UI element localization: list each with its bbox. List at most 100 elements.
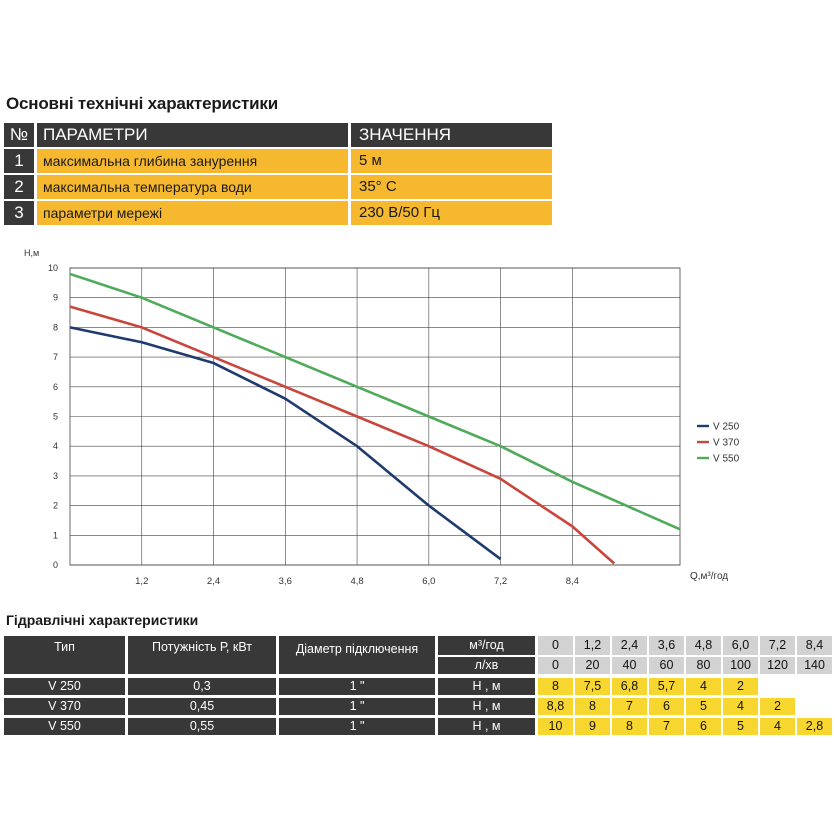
hyd-row-value: 8 [575,698,610,715]
hyd-row-value: 4 [723,698,758,715]
x-tick-label: 3,6 [279,576,292,587]
flow-m3-cell: 7,2 [760,636,795,655]
hydraulic-title: Гідравлічні характеристики [6,612,199,628]
spec-row-param: максимальна температура води [37,175,348,199]
hyd-row-value: 2,8 [797,718,832,735]
spec-header-param: ПАРАМЕТРИ [37,123,348,147]
hyd-row-type: V 550 [4,718,125,735]
spec-row-no: 2 [4,175,34,199]
hyd-row-value: 5 [686,698,721,715]
flow-lmin-cell: 80 [686,657,721,674]
y-tick-label: 1 [53,530,58,540]
hyd-header-diameter: Діаметр підключення [279,636,435,674]
hyd-row-value: 2 [760,698,795,715]
y-tick-label: 9 [53,293,58,303]
chart-series [69,272,681,565]
spec-header-value: ЗНАЧЕННЯ [351,123,552,147]
flow-lmin-cell: 0 [538,657,573,674]
spec-header-no: № [4,123,34,147]
y-tick-label: 5 [53,412,58,422]
hyd-row-value: 6 [649,698,684,715]
hyd-row-value [797,678,832,695]
y-axis-label: H,м [24,248,39,258]
y-tick-label: 3 [53,471,58,481]
hyd-row-value: 7 [649,718,684,735]
y-tick-label: 4 [53,441,58,451]
flow-m3-cell: 0 [538,636,573,655]
y-tick-label: 7 [53,352,58,362]
spec-row-value: 35° C [351,175,552,199]
y-tick-label: 10 [48,263,58,273]
hyd-row-value: 6 [686,718,721,735]
flow-lmin-cell: 120 [760,657,795,674]
flow-m3-cell: 3,6 [649,636,684,655]
hyd-row-value [760,678,795,695]
spec-row-value: 230 В/50 Гц [351,201,552,225]
hyd-row-value: 4 [760,718,795,735]
spec-header-row: № ПАРАМЕТРИ ЗНАЧЕННЯ [4,123,552,147]
spec-row-no: 1 [4,149,34,173]
hyd-row-value: 7 [612,698,647,715]
flow-lmin-cell: 60 [649,657,684,674]
x-tick-label: 2,4 [207,576,220,587]
hyd-row-value: 8 [612,718,647,735]
hyd-row-diameter: 1 " [279,718,435,735]
x-tick-label: 4,8 [350,576,363,587]
hyd-row-value: 5,7 [649,678,684,695]
series-line-v250 [69,326,502,561]
flow-m3-cell: 2,4 [612,636,647,655]
x-tick-label: 6,0 [422,576,435,587]
hyd-row-value: 4 [686,678,721,695]
legend-label: V 250 [713,422,740,433]
hyd-row-diameter: 1 " [279,678,435,695]
spec-row: 1 максимальна глибина занурення 5 м [4,149,552,173]
hyd-row-unit: Н , м [438,718,535,735]
series-line-v370 [69,305,616,565]
y-tick-label: 0 [53,560,58,570]
hyd-flow-m3-label: м³/год [438,636,535,655]
chart-grid [69,267,681,566]
hyd-row-type: V 370 [4,698,125,715]
hyd-row-power: 0,55 [128,718,276,735]
hyd-row-value: 7,5 [575,678,610,695]
hyd-row-power: 0,3 [128,678,276,695]
flow-m3-cell: 4,8 [686,636,721,655]
y-tick-label: 2 [53,501,58,511]
x-tick-label: 8,4 [566,576,579,587]
spec-row-no: 3 [4,201,34,225]
spec-row: 3 параметри мережі 230 В/50 Гц [4,201,552,225]
hyd-row-power: 0,45 [128,698,276,715]
hyd-flow-lmin-label: л/хв [438,657,535,674]
hyd-row-value: 9 [575,718,610,735]
flow-m3-cell: 1,2 [575,636,610,655]
series-line-v550 [69,272,681,531]
hyd-row-value: 8,8 [538,698,573,715]
flow-m3-cell: 6,0 [723,636,758,655]
x-axis-label: Q,м³/год [690,571,728,582]
hyd-row-unit: Н , м [438,698,535,715]
pump-curve-chart: 0 1 2 3 4 5 6 7 8 9 10 1,2 2,4 3,6 4,8 6,0 7,2 8,4 V 250… [24,248,740,587]
flow-lmin-cell: 20 [575,657,610,674]
hyd-row-value: 5 [723,718,758,735]
y-tick-label: 6 [53,382,58,392]
spec-row-param: максимальна глибина занурення [37,149,348,173]
hyd-row-value [797,698,832,715]
hyd-row-type: V 250 [4,678,125,695]
hyd-row-value: 2 [723,678,758,695]
legend-label: V 550 [713,454,740,465]
hyd-row-value: 6,8 [612,678,647,695]
x-tick-label: 1,2 [135,576,148,587]
hyd-header-power: Потужність Р, кВт [128,636,276,674]
spec-row: 2 максимальна температура води 35° C [4,175,552,199]
hyd-row-value: 10 [538,718,573,735]
legend-label: V 370 [713,438,740,449]
x-tick-label: 7,2 [494,576,507,587]
hyd-row-unit: Н , м [438,678,535,695]
y-tick-labels: 0 1 2 3 4 5 6 7 8 9 10 [48,263,58,570]
hyd-row-value: 8 [538,678,573,695]
flow-m3-cell: 8,4 [797,636,832,655]
flow-lmin-cell: 140 [797,657,832,674]
chart-legend: V 250 V 370 V 550 [697,422,740,465]
hyd-header-type: Тип [4,636,125,674]
flow-lmin-cell: 100 [723,657,758,674]
